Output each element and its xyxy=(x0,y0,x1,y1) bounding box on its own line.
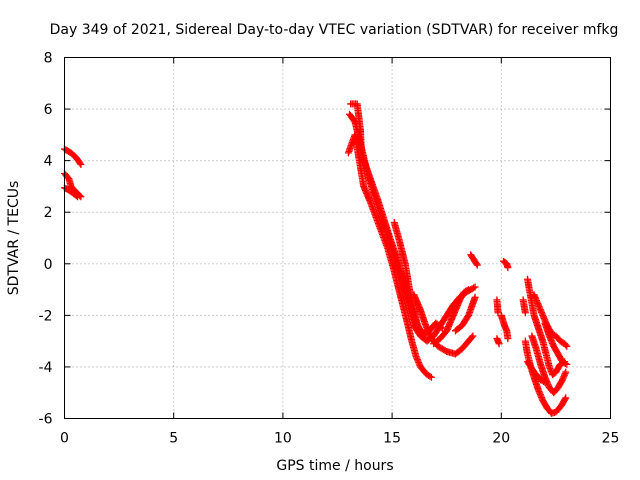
data-point-marker xyxy=(562,394,570,402)
plot-frame xyxy=(64,57,611,419)
data-point-marker xyxy=(561,370,569,378)
y-tick-label: 4 xyxy=(44,154,53,170)
data-point-marker xyxy=(563,342,571,350)
data-point-marker xyxy=(558,376,566,384)
data-point-marker xyxy=(427,373,435,381)
grid-lines xyxy=(64,57,611,419)
x-tick-label: 25 xyxy=(602,431,620,447)
data-point-marker xyxy=(495,340,503,348)
y-axis-label: SDTVAR / TECUs xyxy=(6,181,22,296)
x-tick-label: 0 xyxy=(60,431,69,447)
data-point-marker xyxy=(465,286,473,294)
y-tick-label: 6 xyxy=(44,102,53,118)
data-point-marker xyxy=(504,335,512,343)
data-point-marker xyxy=(468,333,476,341)
data-point-marker xyxy=(420,333,428,341)
data-point-marker xyxy=(470,284,478,292)
data-points xyxy=(61,100,571,417)
data-point-marker xyxy=(76,159,84,167)
y-tick-label: -6 xyxy=(39,412,53,428)
chart-title: Day 349 of 2021, Sidereal Day-to-day VTE… xyxy=(50,22,619,38)
data-point-marker xyxy=(72,192,80,200)
data-point-marker xyxy=(562,341,570,349)
y-tick-labels: -6 -4 -2 0 2 4 6 8 xyxy=(39,51,53,428)
data-point-marker xyxy=(426,372,434,380)
data-point-marker xyxy=(473,261,481,269)
y-tick-label: 8 xyxy=(44,51,53,67)
data-point-marker xyxy=(561,395,569,403)
data-point-marker xyxy=(561,359,569,367)
x-tick-label: 10 xyxy=(274,431,292,447)
y-tick-label: -2 xyxy=(39,308,53,324)
x-tick-labels: 0 5 10 15 20 25 xyxy=(60,431,619,447)
data-point-marker xyxy=(421,335,429,343)
data-point-marker xyxy=(562,368,570,376)
data-point-marker xyxy=(521,309,529,317)
data-point-marker xyxy=(74,193,82,201)
data-point-marker xyxy=(472,260,480,268)
data-point-marker xyxy=(463,286,471,294)
y-tick-label: 2 xyxy=(44,205,53,221)
x-tick-label: 20 xyxy=(492,431,510,447)
data-point-marker xyxy=(469,332,477,340)
data-point-marker xyxy=(471,283,479,291)
x-tick-label: 15 xyxy=(383,431,401,447)
x-axis-label: GPS time / hours xyxy=(276,458,393,474)
data-point-marker xyxy=(504,264,512,272)
data-point-marker xyxy=(545,363,553,371)
data-point-marker xyxy=(547,366,555,374)
y-tick-label: 0 xyxy=(44,257,53,273)
data-point-marker xyxy=(560,373,568,381)
data-point-marker xyxy=(546,364,554,372)
data-point-marker xyxy=(471,293,479,301)
data-point-marker xyxy=(563,360,571,368)
data-point-marker xyxy=(559,374,567,382)
data-point-marker xyxy=(560,371,568,379)
x-tick-label: 5 xyxy=(169,431,178,447)
y-tick-label: -4 xyxy=(39,360,53,376)
data-point-marker xyxy=(77,161,85,169)
